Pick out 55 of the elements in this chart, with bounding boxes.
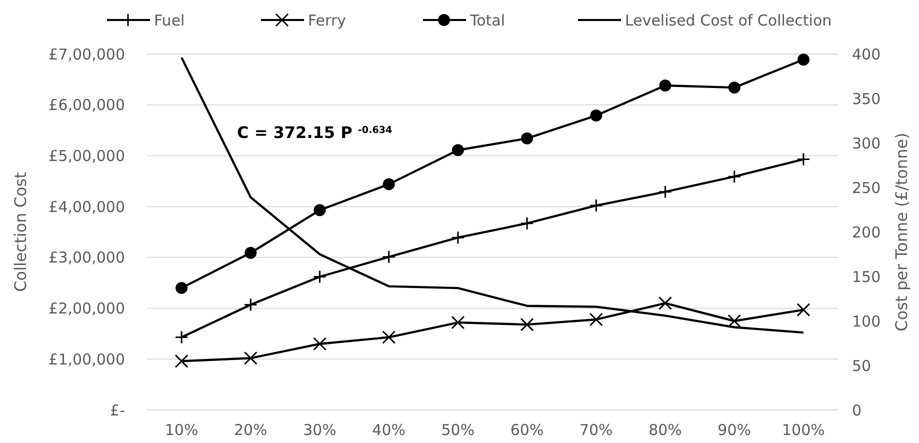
- point: [244, 351, 258, 365]
- y2-tick-label: 50: [852, 356, 872, 375]
- point: [174, 330, 188, 344]
- y-tick-label: £4,00,000: [48, 198, 125, 216]
- point: [589, 312, 603, 326]
- point: [659, 80, 672, 92]
- y2-tick-label: 350: [852, 90, 881, 108]
- point: [244, 246, 257, 259]
- y2-tick-label: 250: [852, 178, 881, 197]
- x-tick-label: 60%: [510, 421, 544, 439]
- point: [382, 178, 395, 190]
- annotation: C = 372.15 P $^{-0.634}$: [237, 123, 393, 142]
- point: [590, 110, 602, 122]
- x-tick-label: 90%: [718, 421, 752, 439]
- y2-tick-label: 0: [852, 401, 862, 420]
- y2-tick-label: 200: [852, 223, 881, 242]
- y2-axis-title: Cost per Tonne (£/tonne): [892, 132, 911, 332]
- point: [521, 132, 534, 144]
- point: [451, 316, 465, 330]
- point: [796, 303, 810, 317]
- x-tick-label: 50%: [441, 421, 475, 439]
- point: [728, 82, 740, 94]
- legend-label: Levelised Cost of Collection: [625, 11, 832, 30]
- y-tick-label: £2,00,000: [48, 300, 125, 318]
- y-tick-label: £7,00,000: [48, 45, 125, 64]
- y-tick-label: £-: [110, 401, 125, 420]
- point: [658, 296, 672, 310]
- point: [382, 330, 396, 344]
- y2-tick-label: 300: [852, 134, 881, 152]
- y2-tick-label: 150: [852, 268, 881, 286]
- y-tick-label: £3,00,000: [48, 248, 125, 267]
- point: [313, 337, 326, 351]
- y-axis-title: Collection Cost: [11, 172, 30, 292]
- x-tick-label: 40%: [372, 421, 406, 439]
- legend-label: Fuel: [154, 11, 185, 30]
- x-tick-label: 80%: [648, 421, 682, 439]
- x-tick-label: 30%: [303, 421, 336, 439]
- point: [797, 54, 810, 66]
- x-tick-label: 10%: [164, 421, 198, 439]
- legend-label: Total: [469, 11, 506, 30]
- x-tick-label: 20%: [234, 421, 268, 439]
- legend-label: Ferry: [308, 11, 346, 30]
- y-tick-label: £6,00,000: [48, 96, 125, 114]
- y2-tick-label: 400: [852, 45, 881, 64]
- x-tick-label: 100%: [782, 421, 825, 439]
- y2-tick-label: 100: [852, 312, 881, 330]
- point: [728, 314, 742, 328]
- point: [314, 204, 326, 216]
- point: [520, 318, 534, 332]
- x-tick-label: 70%: [579, 421, 613, 439]
- point: [174, 354, 188, 368]
- point: [176, 282, 188, 294]
- point: [452, 144, 464, 156]
- y-tick-label: £1,00,000: [48, 350, 125, 368]
- y-tick-label: £5,00,000: [48, 146, 125, 165]
